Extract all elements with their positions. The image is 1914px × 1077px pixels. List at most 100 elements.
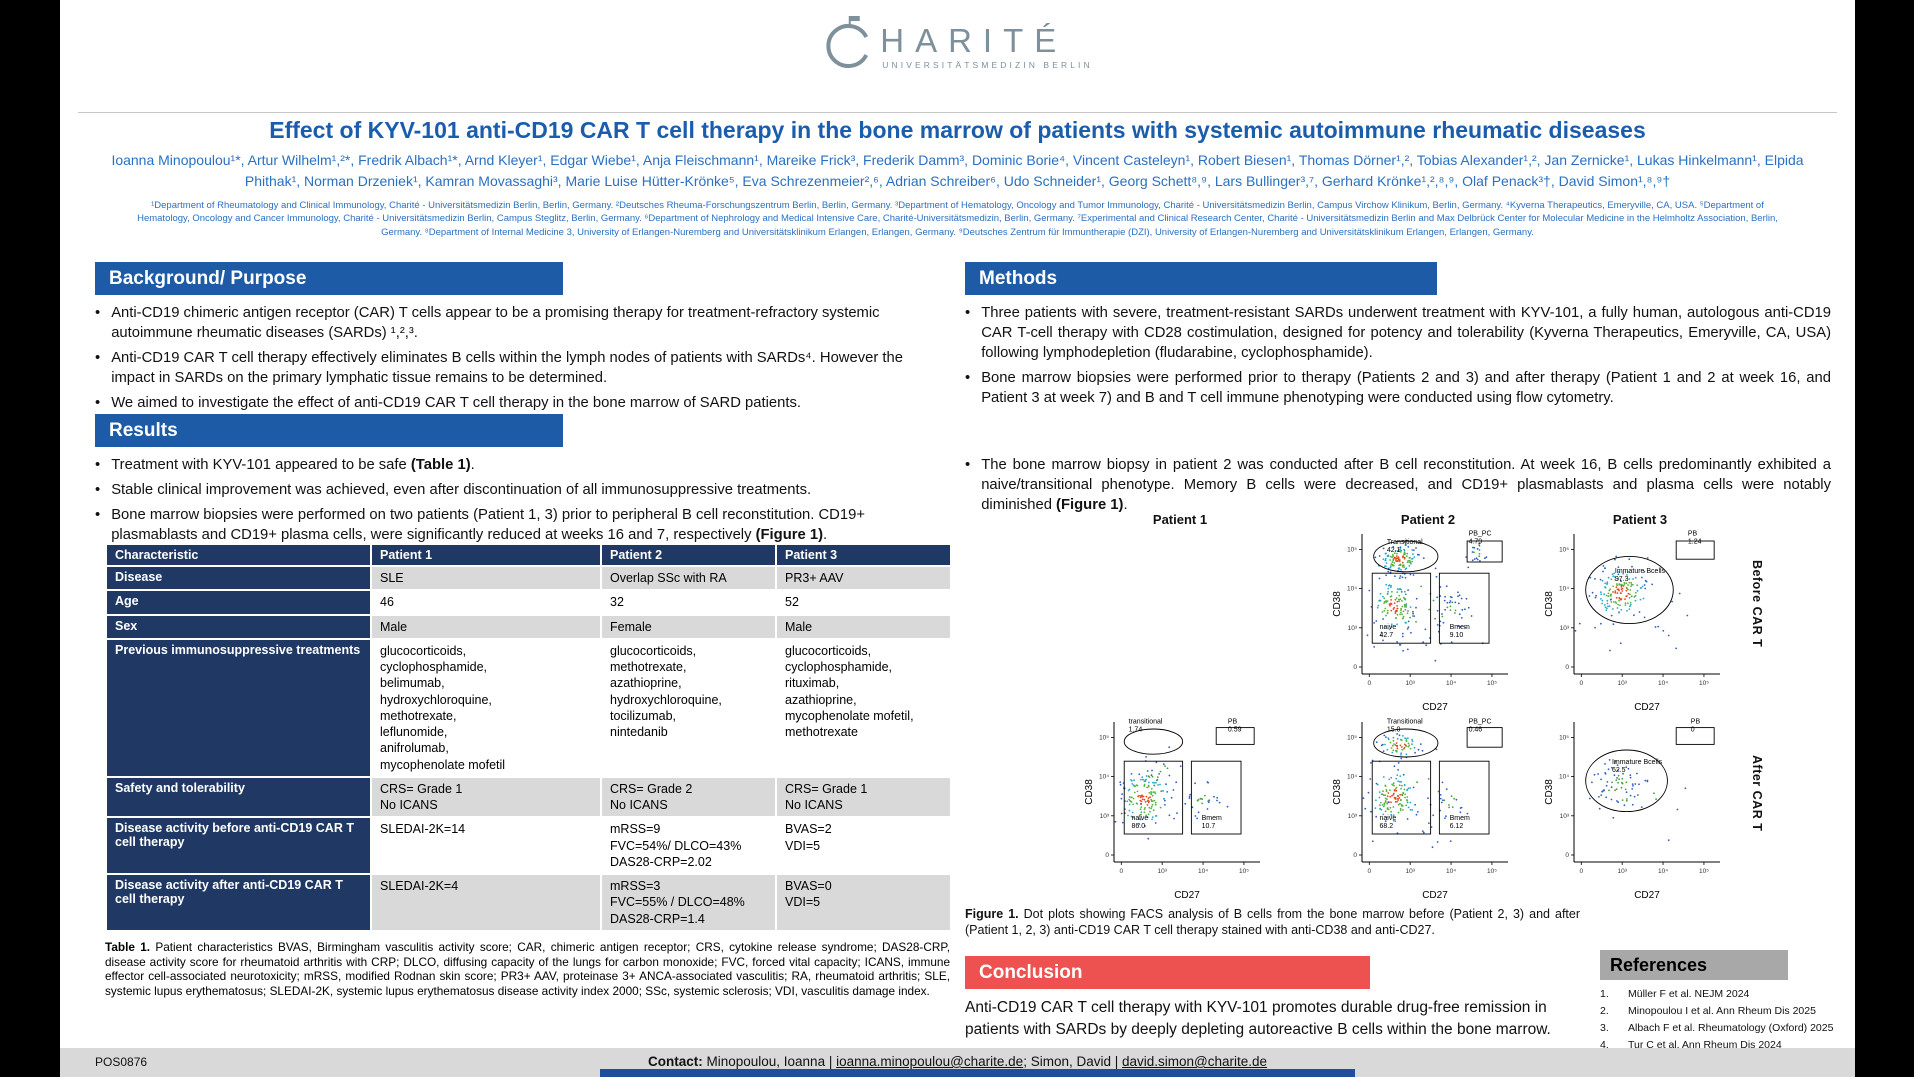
bullet-marker: • [95,395,101,412]
svg-text:42.7: 42.7 [1380,632,1394,639]
table-cell: glucocorticoids, cyclophosphamide, ritux… [775,637,952,778]
svg-text:10³: 10³ [1405,680,1415,687]
svg-text:0: 0 [1579,680,1583,687]
bullet-item: • The bone marrow biopsy in patient 2 was… [965,455,1831,515]
footer-accent-bar [600,1069,1355,1077]
svg-text:6.12: 6.12 [1450,823,1464,830]
svg-text:PB_PC: PB_PC [1469,718,1492,725]
bullet-item: • We aimed to investigate the effect of a… [95,393,947,413]
table-cell: glucocorticoids, cyclophosphamide, belim… [370,637,602,778]
contact-email-minopoulou[interactable]: ioanna.minopoulou@charite.de [836,1054,1024,1069]
svg-text:0: 0 [1367,680,1371,687]
table-row: Disease SLE Overlap SSc with RA PR3+ AAV [105,564,952,592]
svg-text:PB: PB [1688,530,1698,537]
svg-text:10³: 10³ [1560,625,1570,632]
svg-text:10³: 10³ [1157,868,1167,875]
affiliations: ¹Department of Rheumatology and Clinical… [137,200,1778,238]
section-title-methods: Methods [979,268,1058,289]
reference-item: 2. Minopoulou I et al. Ann Rheum Dis 2025 [1600,1004,1816,1017]
svg-text:Immature Bcells: Immature Bcells [1612,759,1663,766]
svg-text:Transitional: Transitional [1387,539,1423,546]
methods-bullets: • Three patients with severe, treatment-r… [965,303,1831,414]
table-header-patient-1: Patient 1 [370,543,602,567]
svg-text:CD27: CD27 [1634,890,1660,901]
svg-text:0.46: 0.46 [1469,726,1483,733]
figure-row-label-before: Before CAR T [1750,560,1764,648]
poster: HARITÉ UNIVERSITÄTSMEDIZIN BERLIN Effect… [60,0,1855,1077]
bullet-marker: • [95,350,101,367]
charite-logo-mark [825,16,868,68]
table-row-label: Disease activity before anti-CD19 CAR T … [105,816,372,875]
reference-item: 4. Tur C et al. Ann Rheum Dis 2024 [1600,1038,1782,1051]
facs-plot-patient2-before: 0 0 10³ 10³ 10⁴ 10⁴ 10⁵ 10⁵ Transitional 42.1 naiv… [1328,528,1528,714]
svg-text:10⁴: 10⁴ [1446,680,1456,687]
bullet-marker: • [95,305,101,321]
bullet-marker: • [95,482,101,499]
svg-text:62.5: 62.5 [1612,767,1626,774]
svg-text:CD38: CD38 [1544,591,1555,617]
facs-plot-patient3-after: 0 0 10³ 10³ 10⁴ 10⁴ 10⁵ 10⁵ Immature Bcells 62.5 P… [1540,716,1740,902]
svg-text:10³: 10³ [1405,868,1415,875]
table-cell: Male [775,613,952,640]
svg-text:CD27: CD27 [1174,890,1200,901]
facs-plot-patient2-after: 0 0 10³ 10³ 10⁴ 10⁴ 10⁵ 10⁵ Transitional 15.0 naiv… [1328,716,1528,902]
charite-logo-letters: HARITÉ [880,22,1068,59]
svg-text:10⁴: 10⁴ [1446,868,1456,875]
svg-text:10³: 10³ [1617,680,1627,687]
charite-logo-text: HARITÉ UNIVERSITÄTSMEDIZIN BERLIN [880,24,1092,70]
svg-text:0: 0 [1353,664,1357,671]
svg-text:CD27: CD27 [1634,702,1660,713]
contact-email-simon[interactable]: david.simon@charite.de [1121,1054,1268,1069]
results-bullets-right: • The bone marrow biopsy in patient 2 was… [965,455,1831,520]
table-cell: SLE [370,564,602,592]
svg-text:10⁵: 10⁵ [1347,734,1357,741]
table-row-label: Sex [105,613,372,640]
section-title-background: Background/ Purpose [109,268,307,289]
section-header-references: References [1600,950,1788,980]
patient-characteristics-table: Characteristic Patient 1 Patient 2 Patie… [105,543,952,932]
table-cell: PR3+ AAV [775,564,952,592]
svg-text:9.10: 9.10 [1450,632,1464,639]
svg-text:10⁵: 10⁵ [1559,734,1569,741]
svg-text:10⁴: 10⁴ [1658,680,1668,687]
svg-text:Immature Bcells: Immature Bcells [1615,568,1666,575]
svg-text:Bmem: Bmem [1202,815,1222,822]
table-cell: 46 [370,589,602,616]
section-title-conclusion: Conclusion [979,962,1083,983]
svg-text:97.3: 97.3 [1615,576,1629,583]
facs-plot-patient3-before: 0 0 10³ 10³ 10⁴ 10⁴ 10⁵ 10⁵ Immature Bcells 97.3 P… [1540,528,1740,714]
svg-text:0: 0 [1565,664,1569,671]
reference-list: 1. Müller F et al. NEJM 2024 2. Minopoulou … [1600,988,1835,1055]
svg-text:10³: 10³ [1348,813,1358,820]
section-header-conclusion: Conclusion [965,956,1370,989]
table-row-label: Safety and tolerability [105,775,372,819]
bullet-marker: • [95,507,101,524]
svg-text:42.1: 42.1 [1387,547,1401,554]
svg-text:10⁴: 10⁴ [1198,868,1208,875]
bullet-marker: • [95,457,101,473]
table-cell: BVAS=2 VDI=5 [775,816,952,875]
svg-text:CD38: CD38 [1332,591,1343,617]
section-header-methods: Methods [965,262,1437,295]
table-row-label: Age [105,589,372,616]
table-cell: 32 [600,589,777,616]
table-row: Sex Male Female Male [105,613,952,640]
header-divider [78,112,1837,113]
svg-text:10⁵: 10⁵ [1487,868,1497,875]
bullet-item: • Anti-CD19 chimeric antigen receptor (CA… [95,303,947,343]
svg-text:10³: 10³ [1100,813,1110,820]
svg-text:10⁵: 10⁵ [1487,680,1497,687]
conclusion-text: Anti-CD19 CAR T cell therapy with KYV-10… [965,999,1551,1038]
bullet-marker: • [965,305,971,321]
results-bullets-left: • Treatment with KYV-101 appeared to be s… [95,455,950,550]
author-list: Ioanna Minopoulou¹*, Artur Wilhelm¹,²*, … [111,152,1804,189]
table-cell: mRSS=9 FVC=54%/ DLCO=43% DAS28-CRP=2.02 [600,816,777,875]
svg-text:Bmem: Bmem [1450,624,1470,631]
reference-item: 3. Albach F et al. Rheumatology (Oxford) … [1600,1021,1834,1034]
bullet-marker: • [965,457,971,473]
svg-text:10⁴: 10⁴ [1559,586,1569,593]
svg-text:CD38: CD38 [1332,779,1343,805]
svg-text:0: 0 [1691,726,1695,733]
table-cell: Male [370,613,602,640]
